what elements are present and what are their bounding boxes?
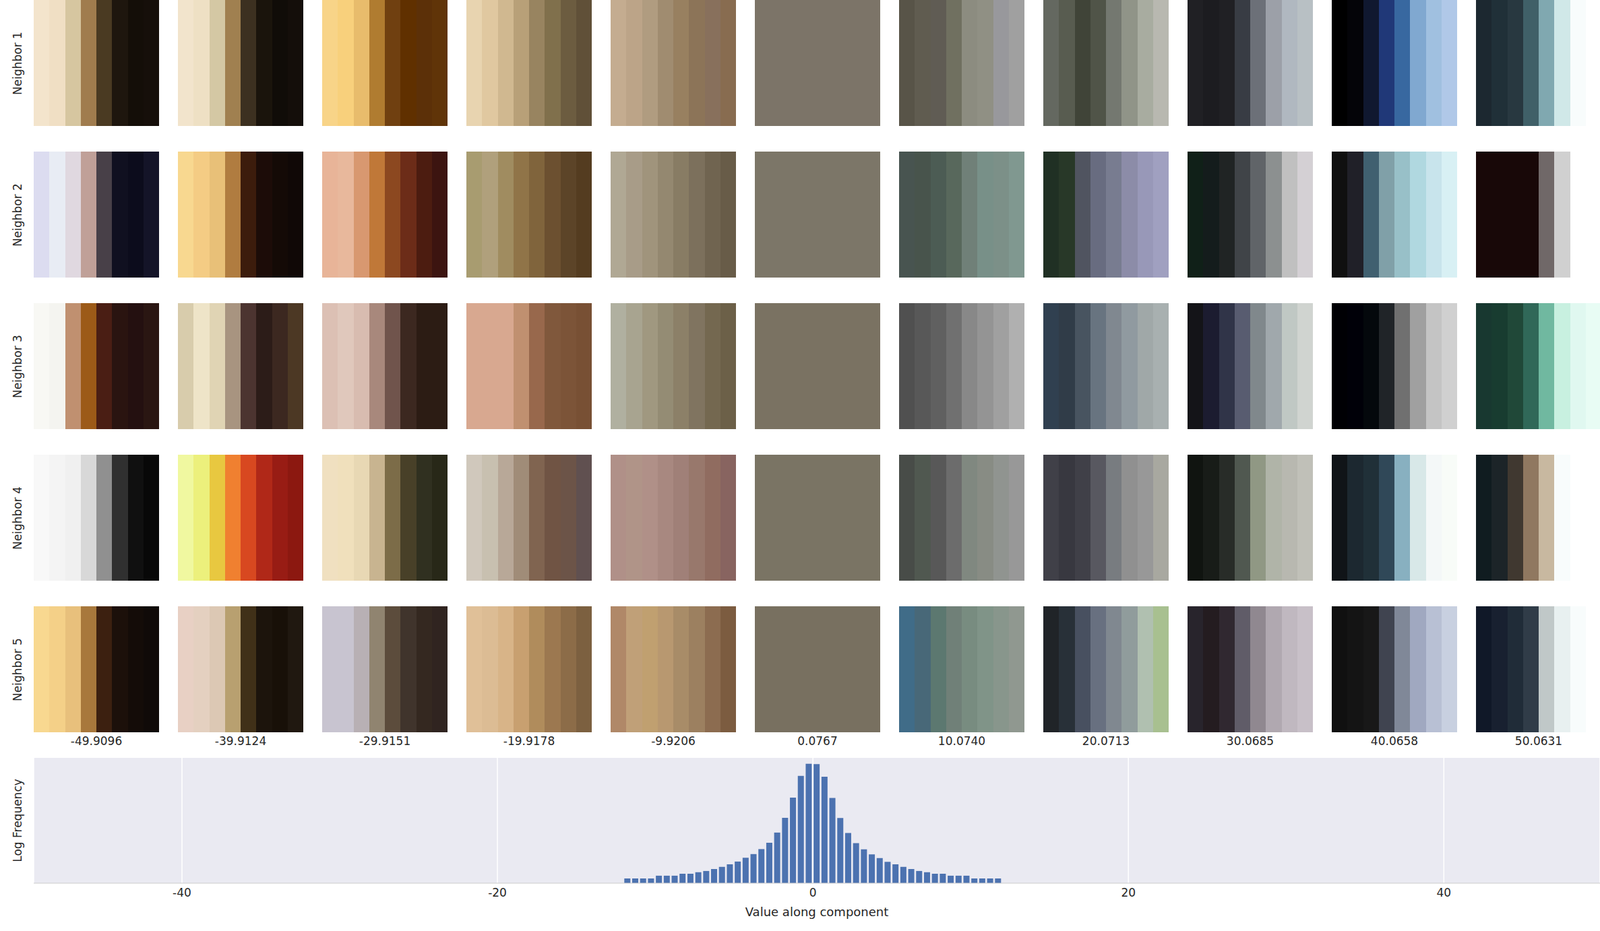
html-text:-9.9206: -9.9206 xyxy=(651,734,696,749)
html-text:40.0658: 40.0658 xyxy=(1370,734,1419,749)
html-text:-39.9124: -39.9124 xyxy=(214,734,267,749)
html-text:Neighbor 5: Neighbor 5 xyxy=(10,637,25,702)
html-text:30.0685: 30.0685 xyxy=(1226,734,1274,749)
html-text:Neighbor 1: Neighbor 1 xyxy=(10,31,25,95)
html-text:20.0713: 20.0713 xyxy=(1082,734,1130,749)
svg-text:20: 20 xyxy=(1120,886,1136,900)
html-text:10.0740: 10.0740 xyxy=(938,734,986,749)
html-text:Neighbor 4: Neighbor 4 xyxy=(10,486,25,550)
html-text:-49.9096: -49.9096 xyxy=(70,734,123,749)
html-text:Neighbor 3: Neighbor 3 xyxy=(10,334,25,398)
html-text:-29.9151: -29.9151 xyxy=(359,734,411,749)
html-text:-19.9178: -19.9178 xyxy=(503,734,555,749)
svg-text:-40: -40 xyxy=(172,886,192,900)
svg-text:0: 0 xyxy=(809,886,817,900)
svg-text:-20: -20 xyxy=(487,886,507,900)
svg-text:40: 40 xyxy=(1436,886,1452,900)
html-text:50.0631: 50.0631 xyxy=(1514,734,1563,749)
html-text:Neighbor 2: Neighbor 2 xyxy=(10,183,25,247)
html-text:Value along component: Value along component xyxy=(745,904,889,919)
html-text:0.0767: 0.0767 xyxy=(797,734,838,749)
html-text:Log Frequency: Log Frequency xyxy=(10,779,25,863)
